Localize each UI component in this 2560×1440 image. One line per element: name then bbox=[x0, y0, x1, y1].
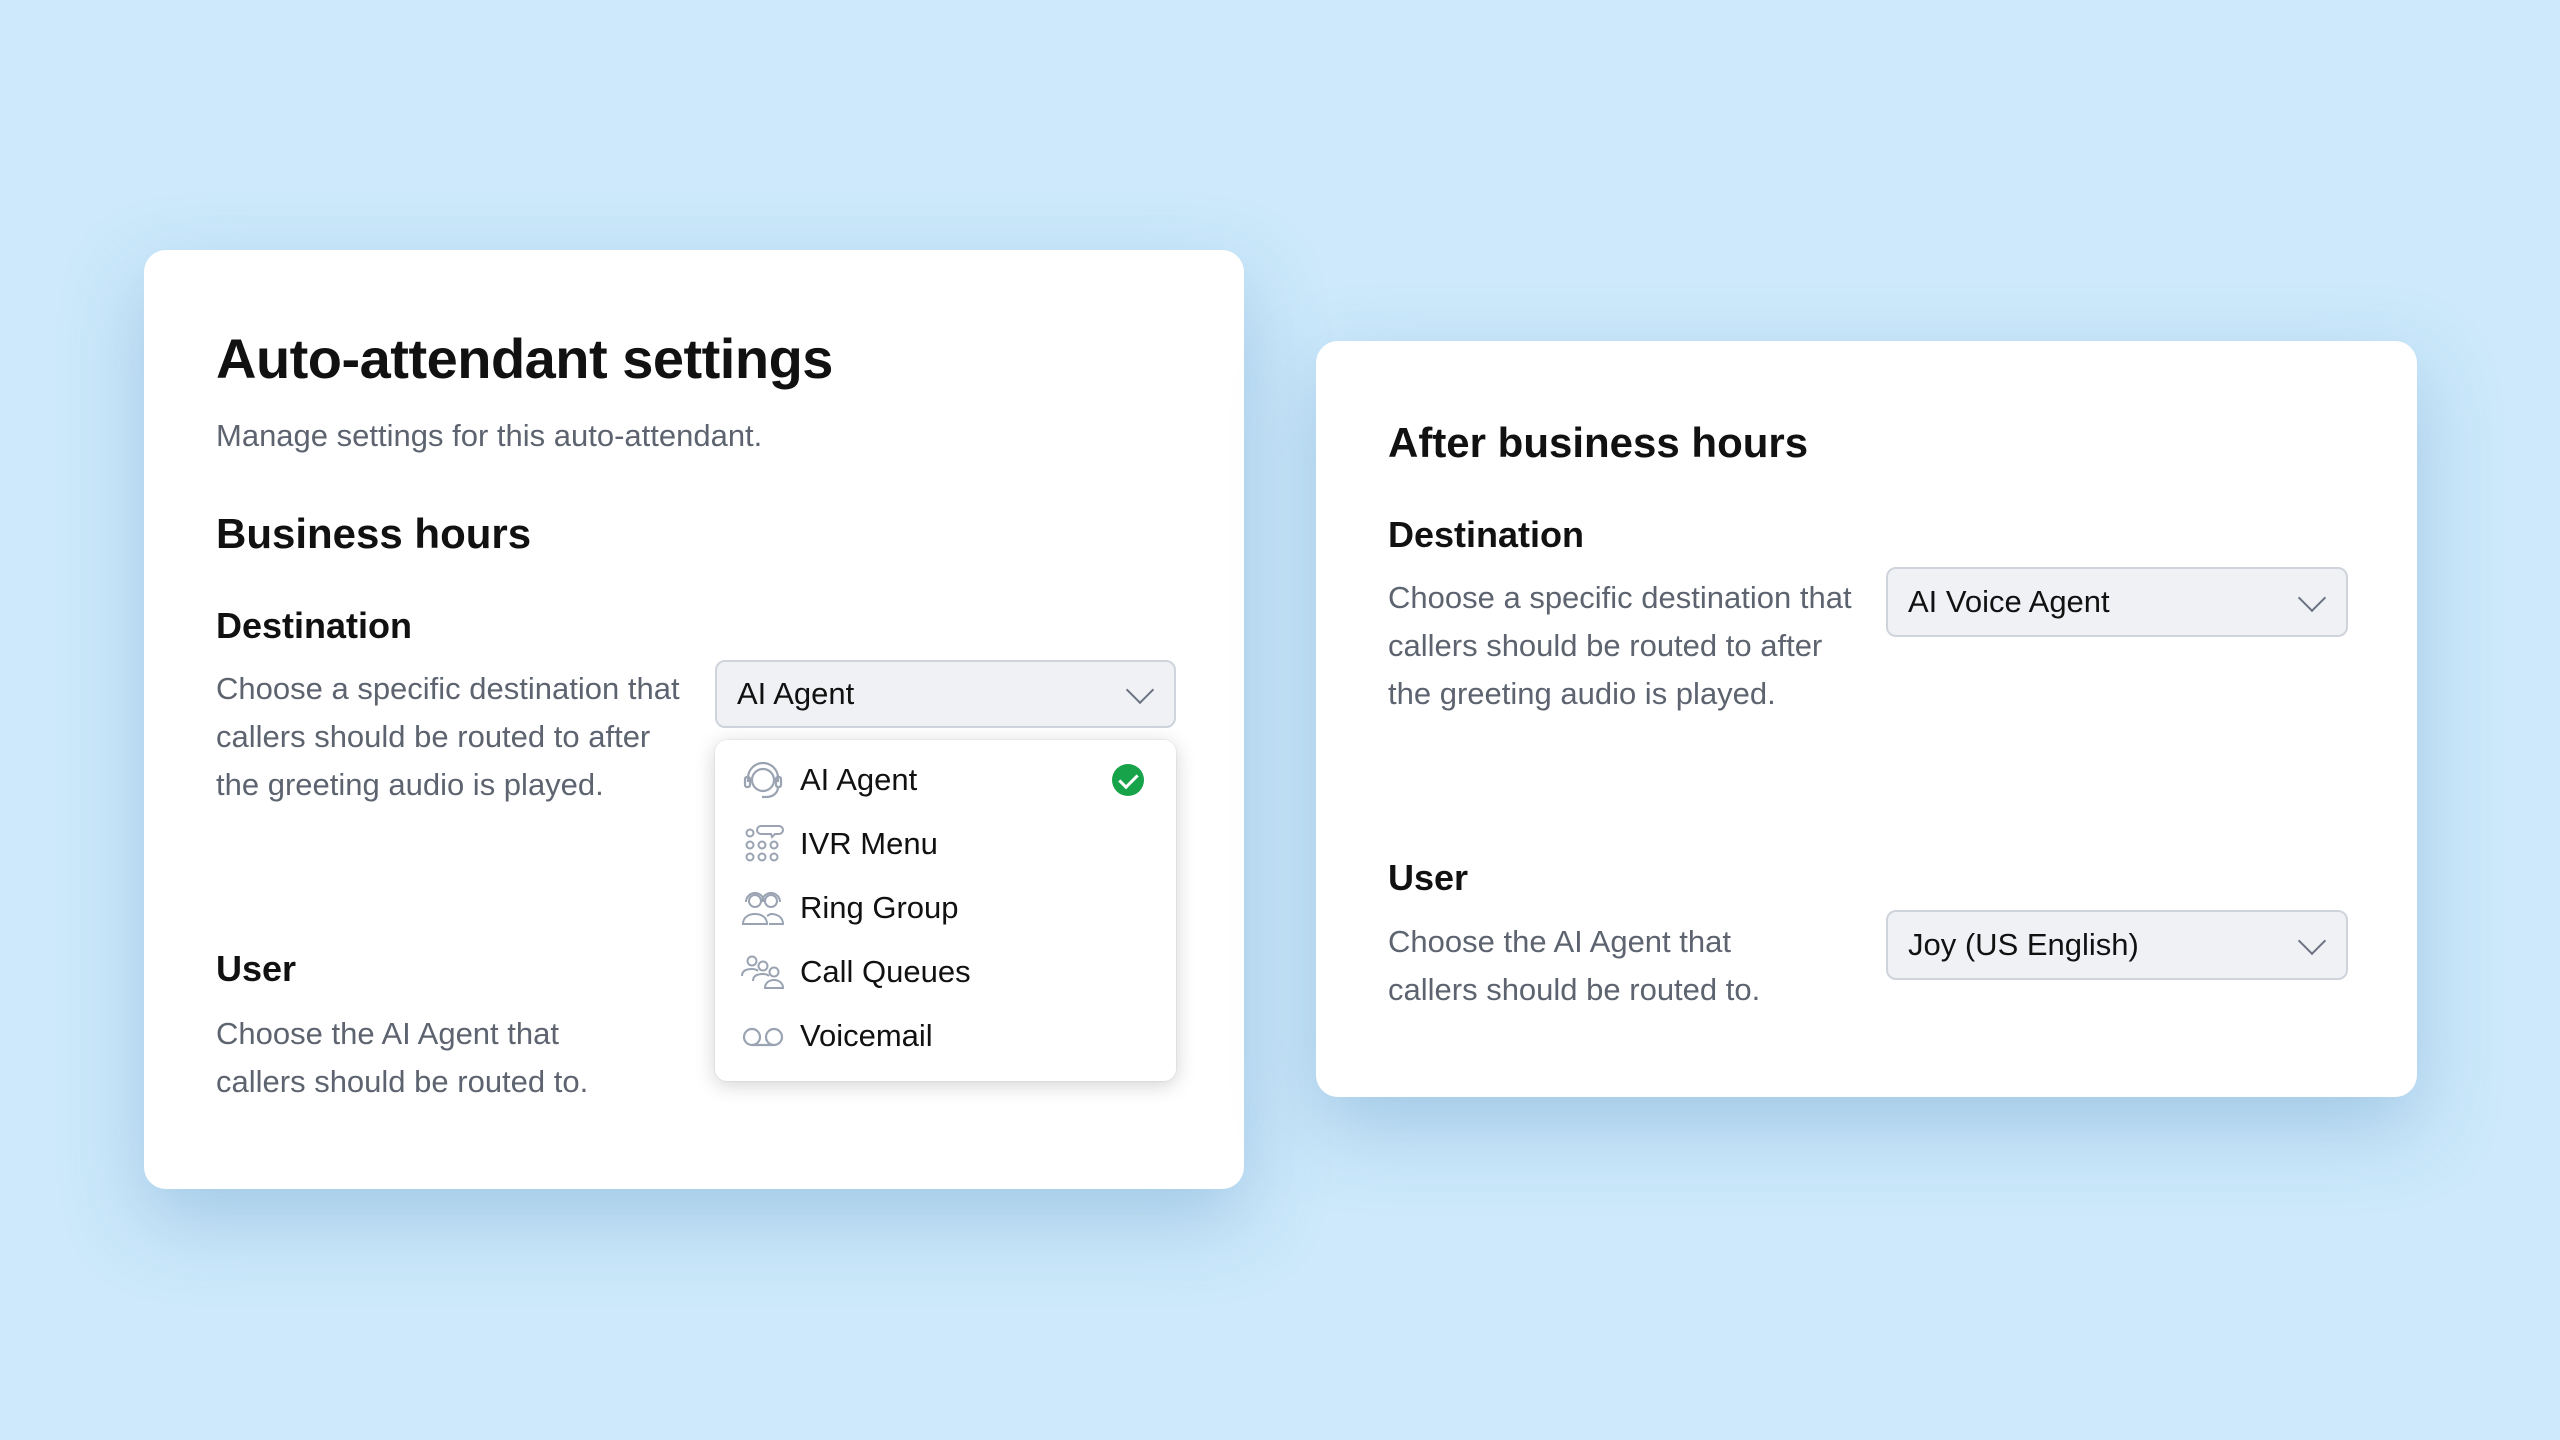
users-icon bbox=[741, 955, 785, 989]
menu-item-ai-agent[interactable]: AI Agent bbox=[715, 750, 1176, 810]
section-title: Business hours bbox=[216, 510, 532, 557]
selected-check-icon bbox=[1112, 764, 1144, 796]
chevron-down-icon bbox=[2297, 583, 2327, 613]
page-subtitle: Manage settings for this auto-attendant. bbox=[216, 418, 763, 453]
destination-dropdown-menu: AI Agent IVR Menu Ring Group Call Queues… bbox=[715, 740, 1176, 1081]
user-select-value: Joy (US English) bbox=[1908, 927, 2139, 962]
group-headset-icon bbox=[741, 892, 785, 925]
keypad-icon bbox=[745, 825, 784, 862]
page-title: Auto-attendant settings bbox=[216, 327, 833, 390]
chevron-down-icon bbox=[1125, 675, 1155, 705]
menu-item-call-queues[interactable]: Call Queues bbox=[715, 942, 1176, 1002]
menu-item-label: Ring Group bbox=[800, 890, 959, 925]
destination-select[interactable]: AI Voice Agent bbox=[1886, 567, 2348, 637]
menu-item-label: IVR Menu bbox=[800, 826, 938, 861]
destination-select-value: AI Agent bbox=[737, 676, 855, 711]
destination-label: Destination bbox=[216, 605, 413, 646]
menu-item-label: Voicemail bbox=[800, 1018, 933, 1053]
menu-item-ivr-menu[interactable]: IVR Menu bbox=[715, 814, 1176, 874]
chevron-down-icon bbox=[2297, 926, 2327, 956]
destination-select-value: AI Voice Agent bbox=[1908, 584, 2110, 619]
menu-item-label: Call Queues bbox=[800, 954, 971, 989]
menu-item-voicemail[interactable]: Voicemail bbox=[715, 1006, 1176, 1066]
destination-label: Destination bbox=[1388, 514, 1585, 555]
business-hours-card: Auto-attendant settings Manage settings … bbox=[144, 250, 1244, 1189]
user-description: Choose the AI Agent that callers should … bbox=[216, 1016, 589, 1099]
user-label: User bbox=[216, 948, 297, 989]
menu-item-label: AI Agent bbox=[800, 762, 918, 797]
voicemail-icon bbox=[742, 1027, 784, 1047]
user-select[interactable]: Joy (US English) bbox=[1886, 910, 2348, 980]
after-hours-card: After business hours Destination Choose … bbox=[1316, 341, 2417, 1097]
destination-description: Choose a specific destination that calle… bbox=[216, 671, 680, 802]
section-title: After business hours bbox=[1388, 419, 1809, 466]
menu-item-ring-group[interactable]: Ring Group bbox=[715, 878, 1176, 938]
destination-select[interactable]: AI Agent bbox=[715, 660, 1176, 728]
user-description: Choose the AI Agent that callers should … bbox=[1388, 924, 1761, 1007]
destination-description: Choose a specific destination that calle… bbox=[1388, 580, 1852, 711]
user-label: User bbox=[1388, 857, 1469, 898]
headset-icon bbox=[743, 761, 783, 799]
